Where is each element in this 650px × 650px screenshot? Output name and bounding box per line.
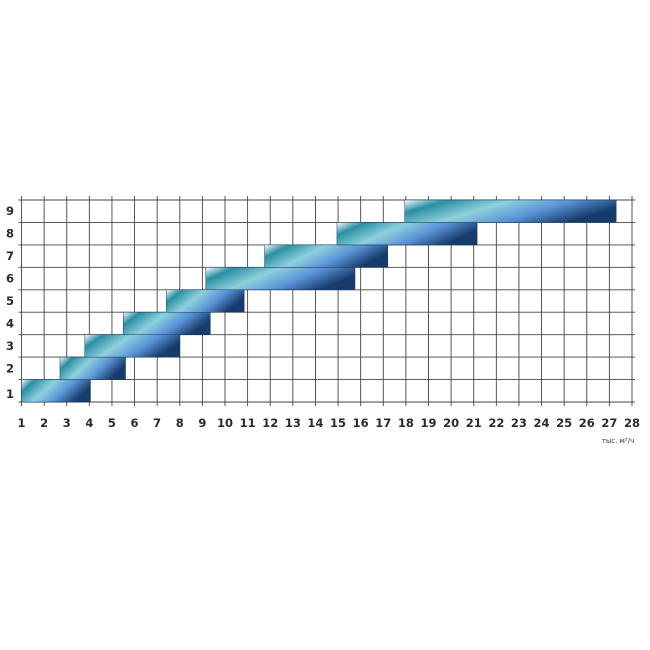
x-tick-label: 13 — [285, 416, 301, 430]
range-bar-5 — [165, 289, 245, 313]
x-tick-label: 12 — [262, 416, 278, 430]
x-tick-label: 9 — [198, 416, 206, 430]
range-bar-9 — [404, 199, 617, 223]
x-tick-label: 14 — [307, 416, 323, 430]
x-tick-label: 15 — [330, 416, 346, 430]
x-tick-label: 1 — [17, 416, 25, 430]
x-tick-label: 20 — [443, 416, 459, 430]
x-tick-label: 23 — [511, 416, 527, 430]
x-tick-label: 4 — [85, 416, 93, 430]
x-tick-labels: 1 2 3 4 5 6 7 8 9 10 11 12 13 14 15 16 17 18 19 20 21 22 23 24 2… — [17, 416, 640, 430]
x-tick-label: 22 — [488, 416, 504, 430]
range-bar-4 — [123, 311, 211, 335]
y-tick-label: 4 — [6, 316, 14, 330]
x-tick-label: 6 — [131, 416, 139, 430]
x-tick-label: 8 — [176, 416, 184, 430]
y-tick-label: 3 — [6, 339, 14, 353]
x-tick-label: 5 — [108, 416, 116, 430]
range-bar-3 — [84, 334, 181, 358]
x-tick-label: 21 — [466, 416, 482, 430]
range-bar-2 — [59, 356, 126, 380]
x-tick-label: 26 — [579, 416, 595, 430]
x-tick-label: 10 — [217, 416, 233, 430]
y-tick-label: 5 — [6, 294, 14, 308]
x-tick-label: 28 — [624, 416, 640, 430]
x-tick-label: 18 — [398, 416, 414, 430]
range-bar-1 — [21, 379, 91, 403]
range-bar-7 — [264, 244, 389, 268]
x-tick-label: 24 — [534, 416, 550, 430]
y-tick-label: 2 — [6, 361, 14, 375]
y-tick-label: 6 — [6, 272, 14, 286]
x-tick-label: 25 — [556, 416, 572, 430]
x-tick-label: 2 — [40, 416, 48, 430]
y-tick-label: 9 — [6, 204, 14, 218]
y-tick-label: 8 — [6, 227, 14, 241]
range-bar-8 — [336, 222, 478, 246]
y-tick-label: 7 — [6, 249, 14, 263]
x-tick-label: 7 — [153, 416, 161, 430]
bars — [21, 199, 617, 403]
y-tick-label: 1 — [6, 387, 14, 401]
x-axis-unit-label: тыс. м³/ч — [602, 437, 634, 445]
x-tick-label: 16 — [353, 416, 369, 430]
y-tick-labels: 1 2 3 4 5 6 7 8 9 — [6, 204, 14, 401]
x-tick-label: 27 — [601, 416, 617, 430]
x-tick-label: 17 — [375, 416, 391, 430]
x-tick-label: 19 — [420, 416, 436, 430]
x-tick-label: 11 — [240, 416, 256, 430]
x-tick-label: 3 — [63, 416, 71, 430]
range-bar-6 — [205, 267, 356, 291]
